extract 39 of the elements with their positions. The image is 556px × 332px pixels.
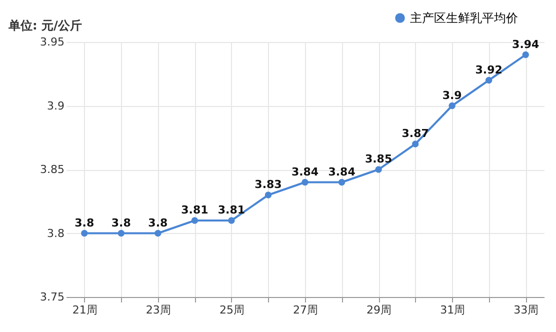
point xyxy=(412,140,419,148)
point xyxy=(264,192,272,198)
data-label: 3.9 xyxy=(442,88,462,102)
point xyxy=(485,76,492,84)
point xyxy=(154,230,162,237)
data-label: 3.84 xyxy=(328,165,356,178)
x-tick-label: 21周 xyxy=(72,304,98,316)
point xyxy=(191,217,198,224)
data-label: 3.81 xyxy=(218,204,246,216)
data-label: 3.85 xyxy=(364,152,392,166)
y-tick-label: 3.8 xyxy=(47,226,64,240)
x-tick-label: 27周 xyxy=(293,304,318,316)
point xyxy=(81,230,88,237)
data-label: 3.92 xyxy=(475,63,502,76)
legend-label: 主产区生鲜乳平均价 xyxy=(410,11,518,25)
data-label: 3.81 xyxy=(181,204,208,216)
x-tick-label: 29周 xyxy=(366,304,392,316)
data-label: 3.84 xyxy=(291,165,319,178)
data-label: 3.8 xyxy=(74,216,94,230)
point xyxy=(228,217,235,224)
data-label: 3.83 xyxy=(254,178,282,191)
point xyxy=(302,178,308,186)
y-tick-label: 3.95 xyxy=(40,36,64,48)
data-label: 3.8 xyxy=(148,216,168,230)
data-label: 3.94 xyxy=(512,38,540,51)
y-axis-title: 单位: 元/公斤 xyxy=(8,18,82,32)
x-tick-label: 25周 xyxy=(219,304,244,316)
point xyxy=(448,102,456,110)
point xyxy=(338,178,346,186)
y-tick-label: 3.9 xyxy=(47,99,64,112)
x-tick-label: 23周 xyxy=(146,304,171,316)
point xyxy=(522,51,529,58)
x-tick-label: 31周 xyxy=(440,304,466,316)
y-tick-label: 3.85 xyxy=(40,163,64,176)
data-label: 3.8 xyxy=(111,216,131,230)
point xyxy=(118,230,125,237)
y-tick-label: 3.75 xyxy=(40,290,64,304)
point xyxy=(375,166,382,173)
x-tick-label: 33周 xyxy=(514,304,539,316)
